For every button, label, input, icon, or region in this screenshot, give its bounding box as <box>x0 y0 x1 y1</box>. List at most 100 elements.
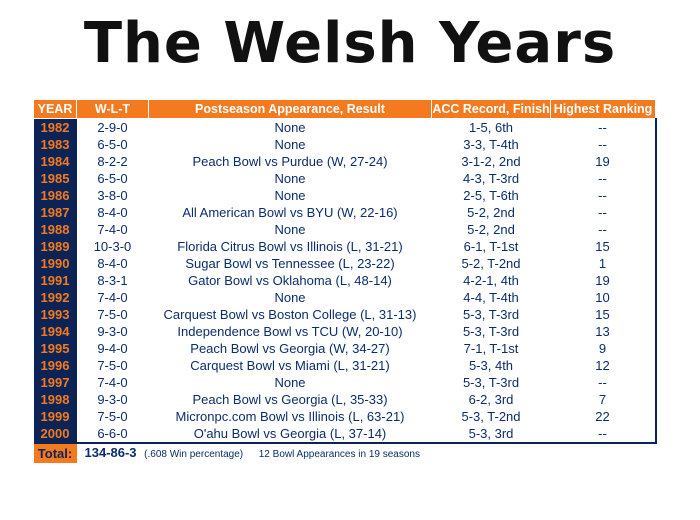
postseason-cell: Florida Citrus Bowl vs Illinois (L, 31-2… <box>177 239 403 254</box>
wlt-cell: 10-3-0 <box>93 239 132 254</box>
year-cell: 1994 <box>33 323 77 340</box>
acc-record-cell: 5-2, 2nd <box>467 205 515 220</box>
highest-ranking-cell: 15 <box>550 238 657 255</box>
header-wlt: W-L-T <box>76 99 149 119</box>
table-row: 1983 6-5-0 None 3-3, T-4th -- <box>33 136 657 153</box>
table-row: 1984 8-2-2 Peach Bowl vs Purdue (W, 27-24)… <box>33 153 657 170</box>
total-bowl-count: 12 Bowl Appearances in 19 seasons <box>258 449 420 460</box>
highest-ranking-cell: 19 <box>550 153 657 170</box>
year-cell: 1999 <box>33 408 77 425</box>
postseason-cell: Independence Bowl vs TCU (W, 20-10) <box>177 324 403 339</box>
total-win-percentage: (.608 Win percentage) <box>144 449 244 460</box>
acc-record-cell: 5-3, T-3rd <box>462 375 520 390</box>
total-label: Total: <box>33 443 77 463</box>
table-row: 1996 7-5-0 Carquest Bowl vs Miami (L, 31-2… <box>33 357 657 374</box>
table-row: 1999 7-5-0 Micronpc.com Bowl vs Illinois (… <box>33 408 657 425</box>
year-cell: 1996 <box>33 357 77 374</box>
year-cell: 1992 <box>33 289 77 306</box>
wlt-cell: 3-8-0 <box>97 188 128 203</box>
wlt-cell: 8-4-0 <box>97 205 128 220</box>
header-postseason: Postseason Appearance, Result <box>148 99 432 119</box>
total-summary: 134-86-3 (.608 Win percentage) 12 Bowl A… <box>77 443 656 463</box>
table-row: 1994 9-3-0 Independence Bowl vs TCU (W, 20… <box>33 323 657 340</box>
header-year: YEAR <box>33 99 77 119</box>
highest-ranking-cell: -- <box>550 374 657 391</box>
postseason-cell: Carquest Bowl vs Boston College (L, 31-1… <box>163 307 417 322</box>
postseason-cell: Micronpc.com Bowl vs Illinois (L, 63-21) <box>175 409 405 424</box>
wlt-cell: 9-4-0 <box>97 341 128 356</box>
year-cell: 1995 <box>33 340 77 357</box>
wlt-cell: 7-5-0 <box>97 409 128 424</box>
postseason-cell: Peach Bowl vs Georgia (W, 34-27) <box>190 341 390 356</box>
highest-ranking-cell: -- <box>550 170 657 187</box>
postseason-cell: None <box>274 375 306 390</box>
year-cell: 1985 <box>33 170 77 187</box>
highest-ranking-cell: -- <box>550 221 657 238</box>
postseason-cell: None <box>274 137 306 152</box>
year-cell: 2000 <box>33 425 77 444</box>
acc-record-cell: 4-3, T-3rd <box>462 171 520 186</box>
highest-ranking-cell: -- <box>550 425 657 444</box>
highest-ranking-cell: -- <box>550 118 657 136</box>
year-cell: 1997 <box>33 374 77 391</box>
wlt-cell: 8-3-1 <box>97 273 128 288</box>
table-row: 1987 8-4-0 All American Bowl vs BYU (W, 22… <box>33 204 657 221</box>
table-row: 1985 6-5-0 None 4-3, T-3rd -- <box>33 170 657 187</box>
postseason-cell: None <box>274 120 306 135</box>
table-row: 2000 6-6-0 O'ahu Bowl vs Georgia (L, 37-14… <box>33 425 657 444</box>
wlt-cell: 2-9-0 <box>97 120 128 135</box>
highest-ranking-cell: -- <box>550 136 657 153</box>
highest-ranking-cell: 7 <box>550 391 657 408</box>
wlt-cell: 6-5-0 <box>97 137 128 152</box>
highest-ranking-cell: 15 <box>550 306 657 323</box>
postseason-cell: Gator Bowl vs Oklahoma (L, 48-14) <box>188 273 392 288</box>
acc-record-cell: 5-2, 2nd <box>467 222 515 237</box>
header-highest-ranking: Highest Ranking <box>550 99 656 119</box>
highest-ranking-cell: 22 <box>550 408 657 425</box>
year-cell: 1991 <box>33 272 77 289</box>
wlt-cell: 7-4-0 <box>97 375 128 390</box>
highest-ranking-cell: 9 <box>550 340 657 357</box>
table-row: 1990 8-4-0 Sugar Bowl vs Tennessee (L, 23-… <box>33 255 657 272</box>
acc-record-cell: 3-3, T-4th <box>463 137 519 152</box>
wlt-cell: 6-6-0 <box>76 425 149 444</box>
wlt-cell: 6-5-0 <box>97 171 128 186</box>
table-row: 1988 7-4-0 None 5-2, 2nd -- <box>33 221 657 238</box>
highest-ranking-cell: 1 <box>550 255 657 272</box>
table-row: 1995 9-4-0 Peach Bowl vs Georgia (W, 34-27… <box>33 340 657 357</box>
postseason-cell: None <box>274 290 306 305</box>
acc-record-cell: 3-1-2, 2nd <box>461 154 521 169</box>
wlt-cell: 7-4-0 <box>97 290 128 305</box>
acc-record-cell: 5-3, 4th <box>468 358 514 373</box>
table-row: 1982 2-9-0 None 1-5, 6th -- <box>33 118 657 136</box>
year-cell: 1982 <box>33 118 77 136</box>
table-row: 1997 7-4-0 None 5-3, T-3rd -- <box>33 374 657 391</box>
page-title: The Welsh Years <box>83 11 617 76</box>
wlt-cell: 8-2-2 <box>97 154 128 169</box>
wlt-cell: 9-3-0 <box>97 392 128 407</box>
total-row: Total: 134-86-3 (.608 Win percentage) 12… <box>33 443 656 463</box>
postseason-cell: Peach Bowl vs Georgia (L, 35-33) <box>192 392 388 407</box>
postseason-cell: None <box>274 222 306 237</box>
wlt-cell: 7-4-0 <box>97 222 128 237</box>
year-cell: 1989 <box>33 238 77 255</box>
header-row: YEAR W-L-T Postseason Appearance, Result… <box>33 99 656 119</box>
table-row: 1986 3-8-0 None 2-5, T-6th -- <box>33 187 657 204</box>
acc-record-cell: 4-2-1, 4th <box>463 273 519 288</box>
acc-record-cell: 5-3, 3rd <box>431 425 551 444</box>
acc-record-cell: 6-1, T-1st <box>463 239 519 254</box>
table-row: 1998 9-3-0 Peach Bowl vs Georgia (L, 35-33… <box>33 391 657 408</box>
highest-ranking-cell: 19 <box>550 272 657 289</box>
acc-record-cell: 5-3, T-3rd <box>462 307 520 322</box>
highest-ranking-cell: 10 <box>550 289 657 306</box>
table-row: 1992 7-4-0 None 4-4, T-4th 10 <box>33 289 657 306</box>
acc-record-cell: 1-5, 6th <box>468 120 514 135</box>
header-acc-record: ACC Record, Finish <box>431 99 551 119</box>
table-body: 1982 2-9-0 None 1-5, 6th -- 1983 6-5-0 None 3-3,… <box>33 118 657 444</box>
postseason-cell: None <box>274 188 306 203</box>
table-row: 1993 7-5-0 Carquest Bowl vs Boston College… <box>33 306 657 323</box>
wlt-cell: 7-5-0 <box>97 307 128 322</box>
wlt-cell: 9-3-0 <box>97 324 128 339</box>
postseason-cell: O'ahu Bowl vs Georgia (L, 37-14) <box>148 425 432 444</box>
table-row: 1991 8-3-1 Gator Bowl vs Oklahoma (L, 48-1… <box>33 272 657 289</box>
